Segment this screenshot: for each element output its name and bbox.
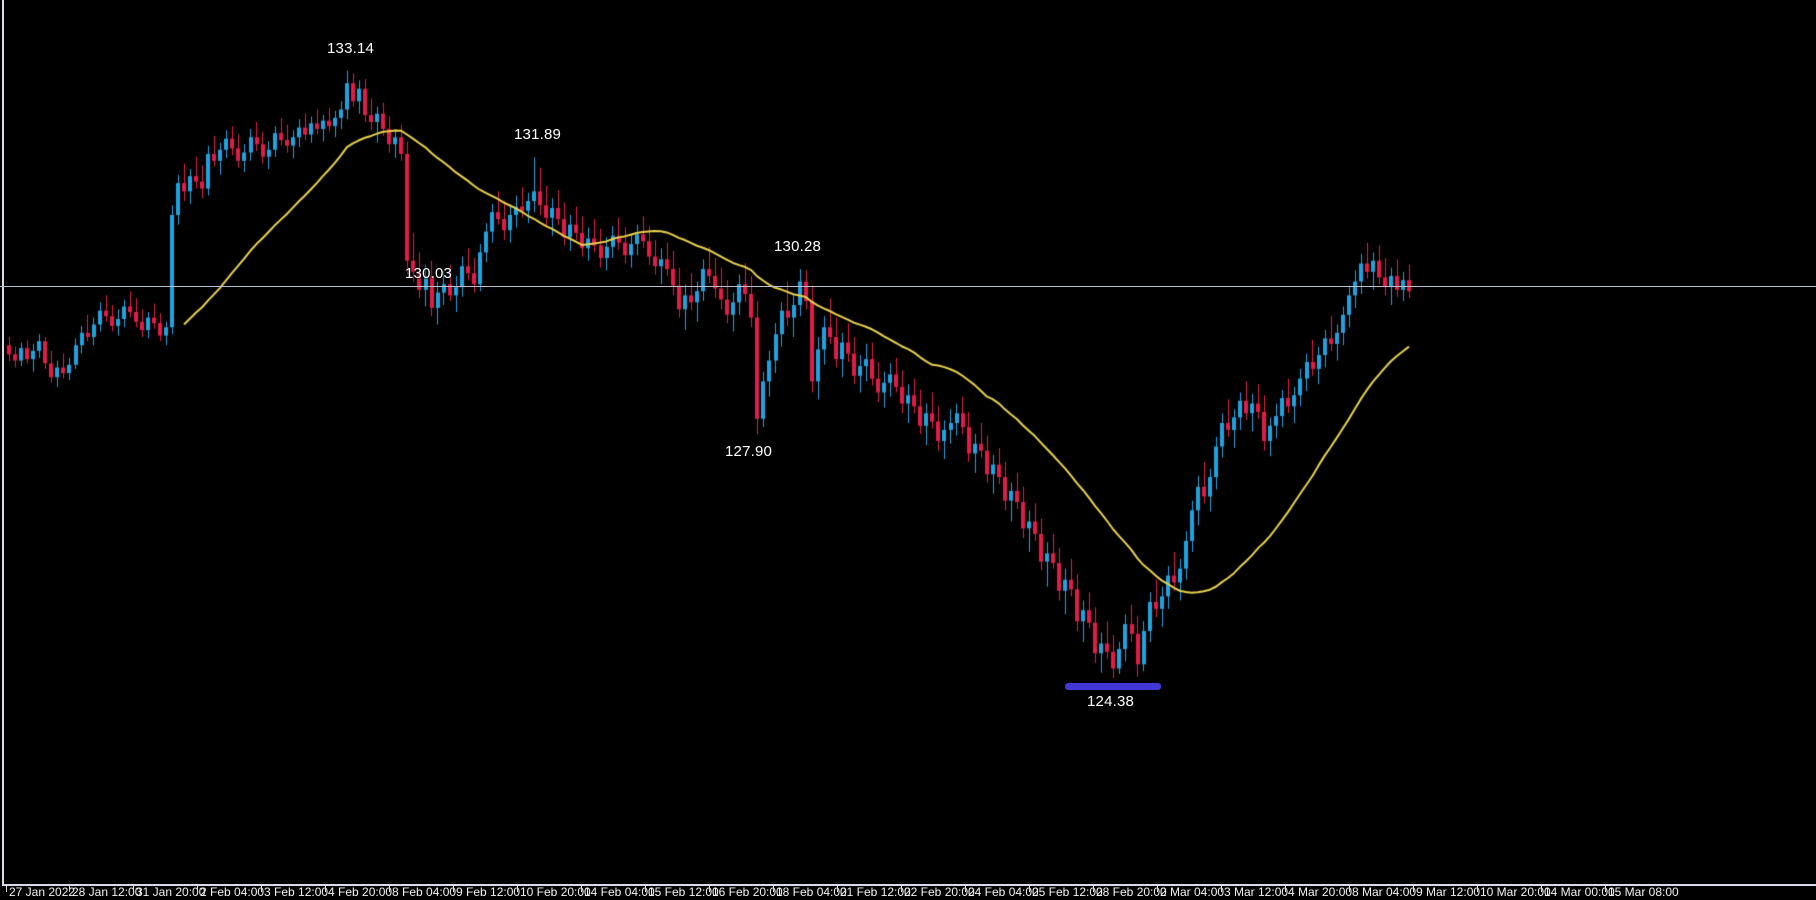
x-axis-tick-mark (69, 884, 70, 892)
support-level-line[interactable] (1065, 683, 1161, 690)
x-axis-tick-label: 28 Feb 20:00 (1096, 885, 1167, 899)
x-axis-tick-mark (6, 884, 7, 892)
x-axis-tick-mark (1477, 884, 1478, 892)
x-axis-tick-mark (901, 884, 902, 892)
x-axis-tick-mark (581, 884, 582, 892)
current-price-line (0, 286, 1816, 287)
x-axis-tick-mark (965, 884, 966, 892)
x-axis-tick-label: 4 Feb 20:00 (328, 885, 393, 899)
annotation-swing-high-130-28: 130.28 (774, 238, 822, 255)
x-axis-tick-label: 31 Jan 20:00 (136, 885, 206, 899)
x-axis-tick-mark (389, 884, 390, 892)
annotation-swing-low-127-90: 127.90 (725, 443, 773, 460)
x-axis-tick-label: 8 Feb 04:00 (392, 885, 457, 899)
annotation-swing-high-131: 131.89 (514, 126, 562, 143)
x-axis-tick-label: 22 Feb 20:00 (904, 885, 975, 899)
x-axis-tick-label: 27 Jan 2022 (9, 885, 76, 899)
x-axis-tick-mark (1093, 884, 1094, 892)
x-axis-tick-mark (1349, 884, 1350, 892)
annotation-swing-high-133: 133.14 (327, 40, 375, 57)
x-axis: 27 Jan 2022 28 Jan 12:00 31 Jan 20:00 2 Feb… (0, 884, 1816, 900)
x-axis-tick-label: 15 Feb 12:00 (648, 885, 719, 899)
x-axis-tick-label: 16 Feb 20:00 (712, 885, 783, 899)
x-axis-tick-label: 4 Mar 20:00 (1288, 885, 1353, 899)
x-axis-tick-mark (709, 884, 710, 892)
x-axis-tick-label: 14 Mar 00:00 (1544, 885, 1615, 899)
x-axis-tick-label: 8 Mar 04:00 (1352, 885, 1417, 899)
x-axis-tick-label: 9 Mar 12:00 (1416, 885, 1481, 899)
x-axis-tick-mark (1221, 884, 1222, 892)
x-axis-tick-mark (1029, 884, 1030, 892)
x-axis-tick-mark (517, 884, 518, 892)
annotation-support-124-38: 124.38 (1087, 693, 1135, 710)
x-axis-tick-mark (453, 884, 454, 892)
x-axis-tick-mark (261, 884, 262, 892)
x-axis-tick-mark (325, 884, 326, 892)
x-axis-tick-label: 3 Mar 12:00 (1224, 885, 1289, 899)
annotation-price-level-130-03: 130.03 (405, 265, 453, 282)
x-axis-tick-label: 21 Feb 12:00 (840, 885, 911, 899)
x-axis-tick-mark (1541, 884, 1542, 892)
x-axis-tick-mark (1285, 884, 1286, 892)
x-axis-tick-mark (197, 884, 198, 892)
x-axis-tick-mark (645, 884, 646, 892)
x-axis-tick-mark (133, 884, 134, 892)
x-axis-tick-label: 15 Mar 08:00 (1608, 885, 1679, 899)
x-axis-tick-mark (1413, 884, 1414, 892)
x-axis-tick-label: 25 Feb 12:00 (1032, 885, 1103, 899)
x-axis-tick-mark (837, 884, 838, 892)
x-axis-tick-label: 28 Jan 12:00 (72, 885, 142, 899)
x-axis-tick-label: 10 Mar 20:00 (1480, 885, 1551, 899)
x-axis-tick-label: 14 Feb 04:00 (584, 885, 655, 899)
x-axis-tick-label: 2 Mar 04:00 (1160, 885, 1225, 899)
x-axis-tick-label: 3 Feb 12:00 (264, 885, 329, 899)
x-axis-tick-label: 10 Feb 20:00 (520, 885, 591, 899)
x-axis-tick-label: 18 Feb 04:00 (776, 885, 847, 899)
x-axis-tick-mark (1605, 884, 1606, 892)
x-axis-tick-label: 24 Feb 04:00 (968, 885, 1039, 899)
x-axis-tick-mark (773, 884, 774, 892)
x-axis-rule (2, 884, 1816, 886)
x-axis-tick-label: 9 Feb 12:00 (456, 885, 521, 899)
x-axis-tick-mark (1157, 884, 1158, 892)
x-axis-tick-label: 2 Feb 04:00 (200, 885, 265, 899)
